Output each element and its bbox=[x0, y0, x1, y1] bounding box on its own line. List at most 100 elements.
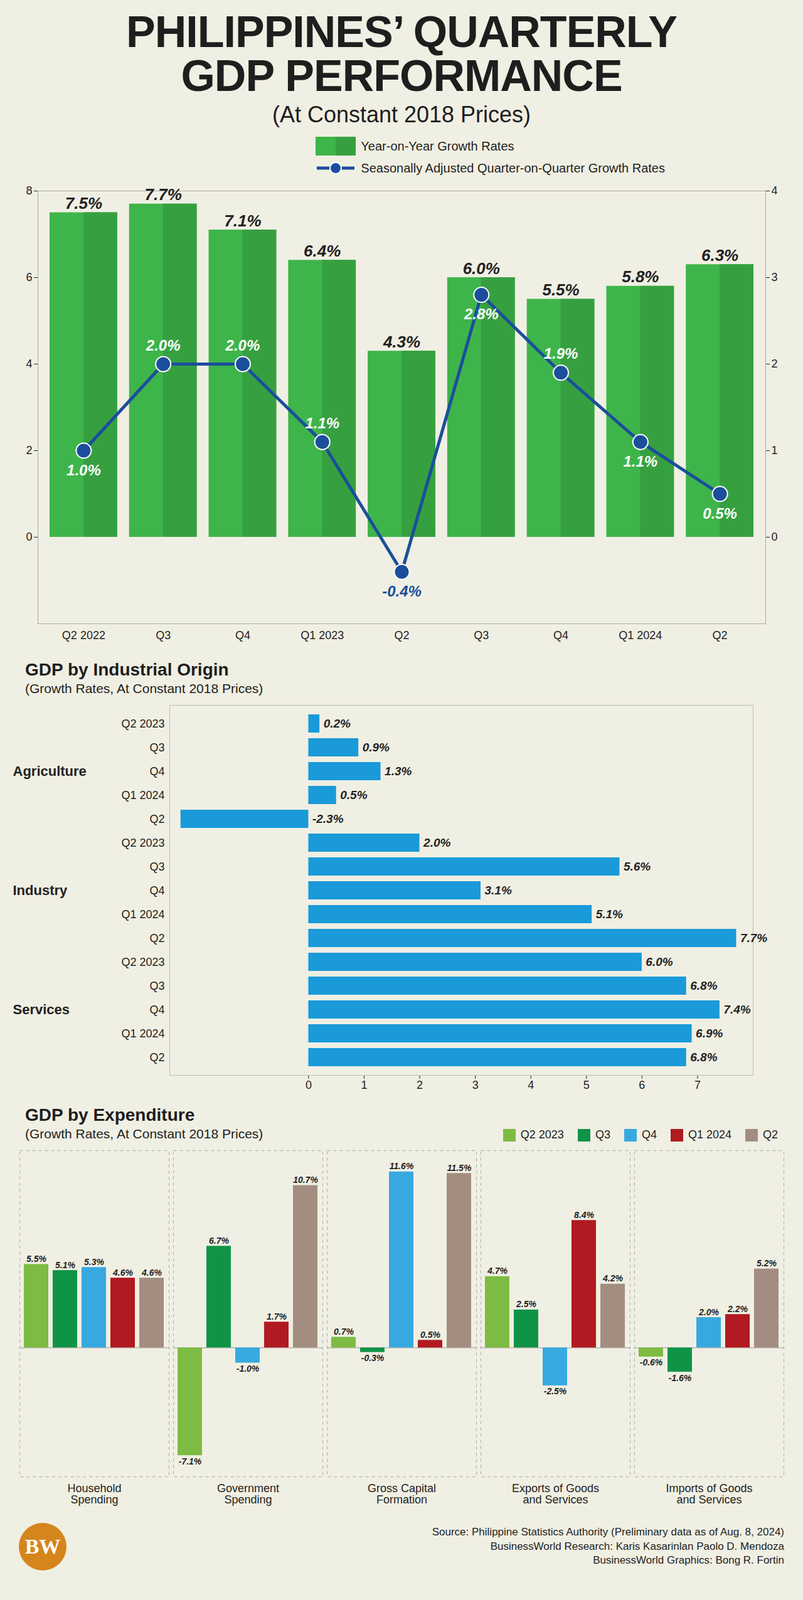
svg-text:6.0%: 6.0% bbox=[645, 955, 673, 969]
svg-text:6.8%: 6.8% bbox=[690, 1050, 718, 1064]
svg-text:6: 6 bbox=[25, 271, 32, 284]
svg-text:5.1%: 5.1% bbox=[55, 1260, 76, 1271]
svg-text:6.3%: 6.3% bbox=[701, 245, 739, 265]
svg-text:Q2: Q2 bbox=[712, 629, 728, 642]
svg-text:7: 7 bbox=[694, 1079, 701, 1092]
svg-text:6.0%: 6.0% bbox=[462, 259, 500, 278]
svg-text:4: 4 bbox=[527, 1079, 534, 1092]
svg-text:1: 1 bbox=[771, 444, 778, 457]
svg-text:0.5%: 0.5% bbox=[702, 505, 738, 522]
svg-text:GovernmentSpending: GovernmentSpending bbox=[217, 1482, 280, 1507]
svg-text:5: 5 bbox=[583, 1079, 590, 1092]
svg-text:Q2 2023: Q2 2023 bbox=[121, 956, 165, 969]
svg-text:Q3: Q3 bbox=[149, 741, 165, 755]
svg-text:6: 6 bbox=[638, 1079, 645, 1092]
svg-text:2.0%: 2.0% bbox=[225, 336, 261, 354]
svg-text:2.2%: 2.2% bbox=[727, 1304, 748, 1315]
svg-text:6.9%: 6.9% bbox=[695, 1026, 723, 1041]
svg-text:5.5%: 5.5% bbox=[542, 280, 580, 300]
svg-text:0.7%: 0.7% bbox=[333, 1326, 354, 1337]
svg-text:1: 1 bbox=[360, 1079, 367, 1092]
svg-text:3.1%: 3.1% bbox=[484, 883, 512, 898]
svg-text:-1.0%: -1.0% bbox=[236, 1363, 260, 1374]
svg-text:1.7%: 1.7% bbox=[266, 1311, 287, 1322]
svg-text:0: 0 bbox=[305, 1079, 312, 1092]
svg-text:Q4: Q4 bbox=[553, 629, 569, 642]
svg-text:4: 4 bbox=[771, 184, 778, 197]
svg-text:5.3%: 5.3% bbox=[84, 1257, 105, 1268]
svg-text:2: 2 bbox=[771, 357, 778, 371]
svg-text:10.7%: 10.7% bbox=[292, 1175, 319, 1186]
svg-text:3: 3 bbox=[472, 1079, 479, 1092]
svg-text:Q4: Q4 bbox=[235, 629, 251, 642]
svg-text:11.5%: 11.5% bbox=[447, 1163, 472, 1174]
svg-text:7.4%: 7.4% bbox=[723, 1003, 751, 1017]
svg-text:0.5%: 0.5% bbox=[420, 1329, 441, 1341]
svg-text:7.5%: 7.5% bbox=[65, 193, 103, 213]
svg-text:1.3%: 1.3% bbox=[384, 764, 412, 778]
svg-text:2: 2 bbox=[25, 444, 32, 457]
svg-text:Q2: Q2 bbox=[149, 1051, 165, 1064]
svg-text:Q2 2023: Q2 2023 bbox=[121, 717, 165, 731]
svg-text:1.1%: 1.1% bbox=[622, 452, 658, 470]
svg-text:5.8%: 5.8% bbox=[621, 267, 659, 287]
svg-text:-2.5%: -2.5% bbox=[543, 1386, 568, 1397]
svg-text:Q2: Q2 bbox=[149, 813, 165, 826]
svg-text:Q1 2023: Q1 2023 bbox=[300, 629, 344, 642]
svg-text:4: 4 bbox=[25, 357, 32, 371]
svg-text:8: 8 bbox=[25, 184, 32, 197]
svg-text:5.1%: 5.1% bbox=[595, 907, 623, 921]
svg-text:5.5%: 5.5% bbox=[26, 1254, 47, 1265]
svg-text:Q2: Q2 bbox=[393, 629, 410, 642]
svg-text:Q1 2024: Q1 2024 bbox=[121, 1027, 165, 1041]
svg-text:-2.3%: -2.3% bbox=[312, 812, 344, 826]
svg-text:Q4: Q4 bbox=[149, 884, 165, 898]
svg-text:Q4: Q4 bbox=[149, 765, 165, 778]
svg-text:Q3: Q3 bbox=[155, 629, 171, 642]
svg-text:1.9%: 1.9% bbox=[543, 345, 579, 362]
svg-text:Agriculture: Agriculture bbox=[13, 763, 87, 780]
svg-text:Q1 2024: Q1 2024 bbox=[618, 629, 662, 642]
svg-text:0: 0 bbox=[771, 530, 778, 544]
svg-text:2: 2 bbox=[416, 1079, 423, 1092]
svg-text:6.7%: 6.7% bbox=[208, 1235, 229, 1246]
svg-text:-7.1%: -7.1% bbox=[178, 1456, 203, 1467]
svg-text:1.0%: 1.0% bbox=[66, 461, 102, 479]
svg-text:7.7%: 7.7% bbox=[740, 931, 768, 945]
svg-text:7.7%: 7.7% bbox=[144, 185, 182, 204]
svg-text:4.6%: 4.6% bbox=[112, 1267, 133, 1278]
svg-text:Q1 2024: Q1 2024 bbox=[121, 789, 165, 802]
svg-text:HouseholdSpending: HouseholdSpending bbox=[67, 1482, 122, 1507]
svg-text:2.0%: 2.0% bbox=[698, 1307, 719, 1318]
svg-text:0.2%: 0.2% bbox=[323, 717, 351, 731]
svg-text:2.0%: 2.0% bbox=[422, 836, 451, 850]
svg-text:8.4%: 8.4% bbox=[574, 1210, 595, 1221]
svg-text:4.2%: 4.2% bbox=[602, 1273, 623, 1284]
svg-text:0: 0 bbox=[25, 530, 32, 544]
svg-text:Q3: Q3 bbox=[473, 629, 489, 642]
svg-text:0.9%: 0.9% bbox=[362, 740, 390, 755]
svg-text:Gross CapitalFormation: Gross CapitalFormation bbox=[367, 1482, 437, 1507]
svg-text:Q3: Q3 bbox=[149, 979, 165, 993]
svg-text:5.6%: 5.6% bbox=[623, 860, 651, 874]
svg-text:4.7%: 4.7% bbox=[486, 1265, 508, 1277]
svg-text:Q2: Q2 bbox=[149, 932, 165, 945]
svg-text:-1.6%: -1.6% bbox=[668, 1373, 692, 1384]
svg-text:7.1%: 7.1% bbox=[223, 211, 261, 231]
svg-text:Industry: Industry bbox=[13, 882, 69, 899]
svg-text:Imports of Goodsand Services: Imports of Goodsand Services bbox=[665, 1482, 753, 1507]
svg-text:Q1 2024: Q1 2024 bbox=[121, 908, 165, 921]
svg-text:Exports of Goodsand Services: Exports of Goodsand Services bbox=[511, 1482, 600, 1507]
svg-text:Q2 2023: Q2 2023 bbox=[121, 836, 165, 850]
svg-text:Q4: Q4 bbox=[149, 1003, 165, 1017]
svg-text:Q3: Q3 bbox=[149, 860, 165, 874]
svg-text:Services: Services bbox=[13, 1001, 71, 1018]
svg-text:2.0%: 2.0% bbox=[145, 336, 181, 354]
svg-text:-0.3%: -0.3% bbox=[361, 1353, 385, 1364]
svg-text:1.1%: 1.1% bbox=[304, 414, 340, 432]
svg-text:4.3%: 4.3% bbox=[382, 332, 421, 352]
svg-text:0.5%: 0.5% bbox=[340, 788, 367, 802]
svg-text:6.8%: 6.8% bbox=[690, 979, 718, 993]
svg-text:5.2%: 5.2% bbox=[756, 1258, 777, 1269]
svg-text:-0.6%: -0.6% bbox=[639, 1357, 664, 1368]
